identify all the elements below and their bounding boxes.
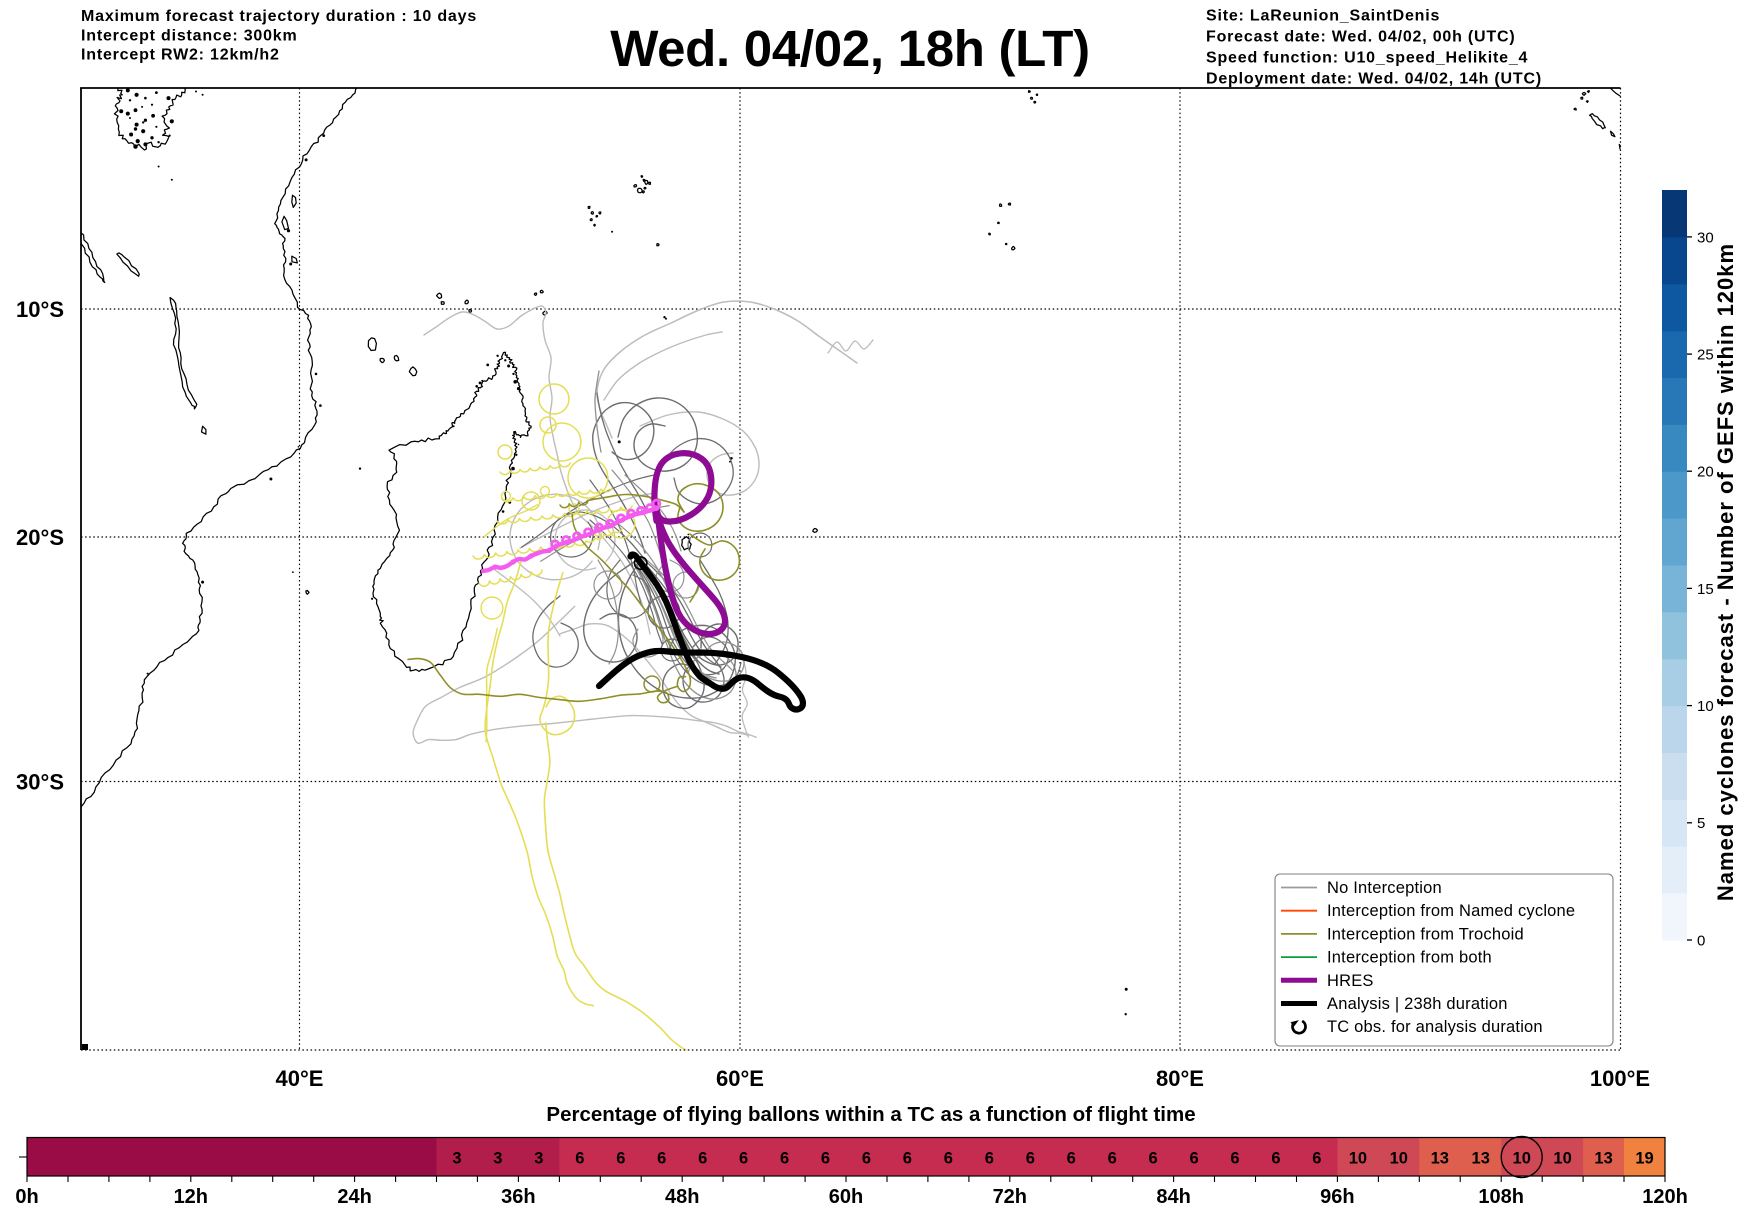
svg-text:10: 10 xyxy=(1513,1150,1531,1168)
svg-text:10: 10 xyxy=(1390,1150,1408,1168)
svg-text:6: 6 xyxy=(780,1150,789,1168)
svg-text:Site: LaReunion_SaintDenis: Site: LaReunion_SaintDenis xyxy=(1206,8,1440,25)
svg-text:13: 13 xyxy=(1594,1150,1612,1168)
svg-text:72h: 72h xyxy=(993,1186,1027,1208)
svg-text:10°S: 10°S xyxy=(16,297,64,322)
svg-text:Intercept RW2: 12km/h2: Intercept RW2: 12km/h2 xyxy=(81,47,280,64)
svg-text:6: 6 xyxy=(821,1150,830,1168)
svg-text:40°E: 40°E xyxy=(276,1066,324,1091)
svg-text:25: 25 xyxy=(1697,347,1714,364)
svg-text:48h: 48h xyxy=(665,1186,699,1208)
svg-text:10: 10 xyxy=(1349,1150,1367,1168)
svg-text:12h: 12h xyxy=(174,1186,208,1208)
svg-text:Deployment date: Wed. 04/02, 1: Deployment date: Wed. 04/02, 14h (UTC) xyxy=(1206,70,1542,87)
svg-text:10: 10 xyxy=(1697,698,1714,715)
svg-text:6: 6 xyxy=(862,1150,871,1168)
svg-text:30°S: 30°S xyxy=(16,770,64,795)
svg-text:Wed. 04/02, 18h (LT): Wed. 04/02, 18h (LT) xyxy=(610,20,1090,77)
svg-text:Maximum forecast trajectory du: Maximum forecast trajectory duration : 1… xyxy=(81,8,477,25)
svg-text:96h: 96h xyxy=(1320,1186,1354,1208)
svg-text:84h: 84h xyxy=(1156,1186,1190,1208)
svg-text:Speed function: U10_speed_Heli: Speed function: U10_speed_Helikite_4 xyxy=(1206,49,1528,66)
svg-text:No Interception: No Interception xyxy=(1327,879,1442,897)
svg-text:HRES: HRES xyxy=(1327,972,1374,990)
svg-text:Forecast date: Wed. 04/02, 00h: Forecast date: Wed. 04/02, 00h (UTC) xyxy=(1206,29,1515,46)
svg-text:6: 6 xyxy=(657,1150,666,1168)
svg-text:30: 30 xyxy=(1697,229,1714,246)
svg-text:6: 6 xyxy=(575,1150,584,1168)
svg-text:20: 20 xyxy=(1697,464,1714,481)
svg-text:80°E: 80°E xyxy=(1156,1066,1204,1091)
svg-text:6: 6 xyxy=(698,1150,707,1168)
svg-text:Interception from Named cyclon: Interception from Named cyclone xyxy=(1327,902,1575,920)
svg-text:6: 6 xyxy=(1108,1150,1117,1168)
svg-text:36h: 36h xyxy=(501,1186,535,1208)
svg-text:3: 3 xyxy=(452,1150,461,1168)
svg-text:5: 5 xyxy=(1697,815,1705,832)
svg-text:6: 6 xyxy=(616,1150,625,1168)
svg-text:Intercept distance: 300km: Intercept distance: 300km xyxy=(81,27,298,44)
svg-text:120h: 120h xyxy=(1642,1186,1688,1208)
svg-text:108h: 108h xyxy=(1478,1186,1524,1208)
svg-text:6: 6 xyxy=(944,1150,953,1168)
svg-text:6: 6 xyxy=(985,1150,994,1168)
svg-text:Percentage of flying ballons w: Percentage of flying ballons within a TC… xyxy=(546,1103,1195,1126)
svg-text:24h: 24h xyxy=(337,1186,371,1208)
svg-text:0: 0 xyxy=(1697,932,1705,949)
svg-text:Analysis | 238h duration: Analysis | 238h duration xyxy=(1327,995,1508,1013)
svg-text:6: 6 xyxy=(903,1150,912,1168)
svg-text:6: 6 xyxy=(1026,1150,1035,1168)
svg-text:Named cyclones forecast - Numb: Named cyclones forecast - Number of GEFS… xyxy=(1713,243,1738,901)
svg-text:10: 10 xyxy=(1553,1150,1571,1168)
svg-text:6: 6 xyxy=(1190,1150,1199,1168)
svg-text:6: 6 xyxy=(739,1150,748,1168)
svg-text:Interception from both: Interception from both xyxy=(1327,949,1492,967)
svg-text:6: 6 xyxy=(1271,1150,1280,1168)
svg-text:TC obs. for analysis duration: TC obs. for analysis duration xyxy=(1327,1018,1543,1036)
svg-text:100°E: 100°E xyxy=(1590,1066,1650,1091)
svg-text:0h: 0h xyxy=(15,1186,38,1208)
svg-text:60h: 60h xyxy=(829,1186,863,1208)
svg-text:6: 6 xyxy=(1067,1150,1076,1168)
svg-text:3: 3 xyxy=(493,1150,502,1168)
svg-text:20°S: 20°S xyxy=(16,525,64,550)
svg-text:3: 3 xyxy=(534,1150,543,1168)
svg-text:6: 6 xyxy=(1230,1150,1239,1168)
svg-text:6: 6 xyxy=(1312,1150,1321,1168)
svg-text:13: 13 xyxy=(1472,1150,1490,1168)
svg-text:Interception from Trochoid: Interception from Trochoid xyxy=(1327,925,1524,943)
svg-text:15: 15 xyxy=(1697,581,1714,598)
svg-text:60°E: 60°E xyxy=(716,1066,764,1091)
svg-text:6: 6 xyxy=(1149,1150,1158,1168)
svg-text:19: 19 xyxy=(1635,1150,1653,1168)
svg-text:13: 13 xyxy=(1431,1150,1449,1168)
